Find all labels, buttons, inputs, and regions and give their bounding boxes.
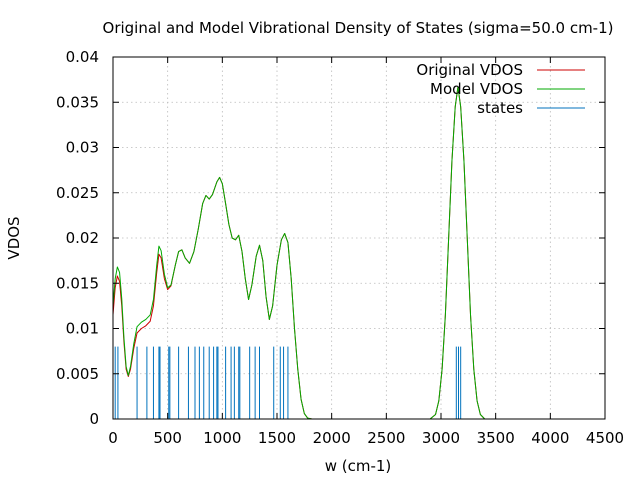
- x-tick-label: 4500: [586, 429, 624, 447]
- x-tick-label: 2000: [313, 429, 351, 447]
- legend-label: Model VDOS: [430, 80, 523, 98]
- y-tick-label: 0.01: [66, 320, 99, 338]
- y-axis-label: VDOS: [5, 216, 23, 259]
- legend-label: Original VDOS: [416, 61, 523, 79]
- axis-ticks: [112, 56, 606, 420]
- y-tick-label: 0.035: [56, 93, 99, 111]
- y-tick-label: 0.015: [56, 274, 99, 292]
- y-tick-label: 0.02: [66, 229, 99, 247]
- tick-labels: 0 500 1000 1500 2000 2500 3000 3500 4000 4500 0 0.0…: [56, 48, 624, 447]
- x-tick-label: 0: [108, 429, 118, 447]
- chart-title: Original and Model Vibrational Density o…: [103, 19, 614, 37]
- y-tick-label: 0.025: [56, 184, 99, 202]
- x-tick-label: 3500: [477, 429, 515, 447]
- y-tick-label: 0.04: [66, 48, 99, 66]
- y-tick-label: 0.005: [56, 365, 99, 383]
- x-tick-label: 2500: [367, 429, 405, 447]
- legend-label: states: [477, 99, 523, 117]
- x-tick-label: 4000: [531, 429, 569, 447]
- x-tick-label: 1000: [203, 429, 241, 447]
- x-axis-label: w (cm-1): [325, 457, 392, 475]
- x-tick-label: 500: [153, 429, 182, 447]
- y-tick-label: 0: [89, 410, 99, 428]
- model-vdos-line: [112, 86, 605, 420]
- y-tick-label: 0.03: [66, 139, 99, 157]
- x-tick-label: 3000: [422, 429, 460, 447]
- x-tick-label: 1500: [258, 429, 296, 447]
- series-layer: [112, 86, 605, 420]
